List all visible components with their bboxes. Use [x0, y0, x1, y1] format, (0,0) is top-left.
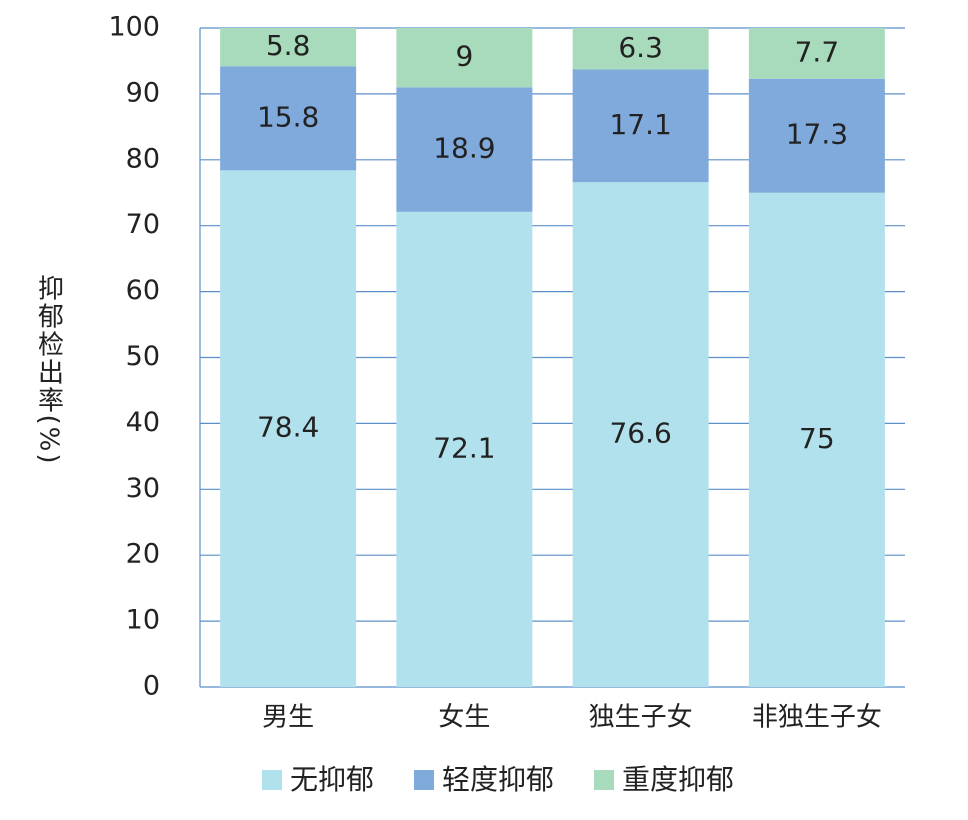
y-axis-title: 抑郁检出率(%)	[34, 274, 64, 465]
y-tick-label: 60	[126, 275, 160, 306]
bar-segment	[220, 66, 357, 171]
bar-segment	[396, 87, 533, 212]
legend-label: 重度抑郁	[622, 763, 734, 796]
value-label: 7.7	[795, 35, 840, 68]
x-tick-label: 女生	[438, 703, 490, 733]
bar-segment	[396, 28, 533, 88]
bar-segment	[748, 78, 885, 193]
value-label: 17.3	[786, 118, 848, 151]
legend-swatch	[414, 770, 435, 790]
bar-segment	[572, 28, 709, 70]
y-tick-label: 50	[126, 341, 160, 372]
x-tick-label: 男生	[262, 703, 314, 733]
y-tick-label: 100	[108, 12, 160, 43]
value-label: 76.6	[609, 417, 671, 450]
value-label: 72.1	[433, 431, 495, 464]
legend-label: 轻度抑郁	[442, 763, 554, 796]
value-label: 17.1	[609, 108, 671, 141]
bar-segment	[748, 28, 885, 79]
legend-swatch	[594, 770, 615, 790]
y-tick-label: 40	[126, 407, 160, 438]
x-tick-label: 独生子女	[589, 703, 693, 733]
value-label: 6.3	[618, 31, 663, 64]
value-label: 18.9	[433, 132, 495, 165]
value-label: 9	[455, 40, 473, 73]
y-tick-label: 70	[126, 209, 160, 240]
y-tick-label: 80	[126, 143, 160, 174]
legend-label: 无抑郁	[290, 763, 374, 796]
bar-segment	[748, 192, 885, 687]
y-tick-label: 10	[126, 605, 160, 636]
y-tick-label: 90	[126, 77, 160, 108]
bar-segment	[220, 28, 357, 67]
value-label: 15.8	[257, 100, 319, 133]
bar-segment	[572, 69, 709, 183]
value-label: 78.4	[257, 411, 319, 444]
bar-segment	[220, 170, 357, 687]
value-label: 5.8	[266, 29, 311, 62]
y-tick-label: 20	[126, 539, 160, 570]
value-label: 75	[799, 422, 835, 455]
y-tick-label: 30	[126, 473, 160, 504]
legend-swatch	[262, 770, 282, 790]
bar-segment	[396, 211, 533, 687]
x-tick-label: 非独生子女	[752, 703, 882, 733]
bar-segment	[572, 182, 709, 687]
y-tick-label: 0	[143, 671, 160, 702]
